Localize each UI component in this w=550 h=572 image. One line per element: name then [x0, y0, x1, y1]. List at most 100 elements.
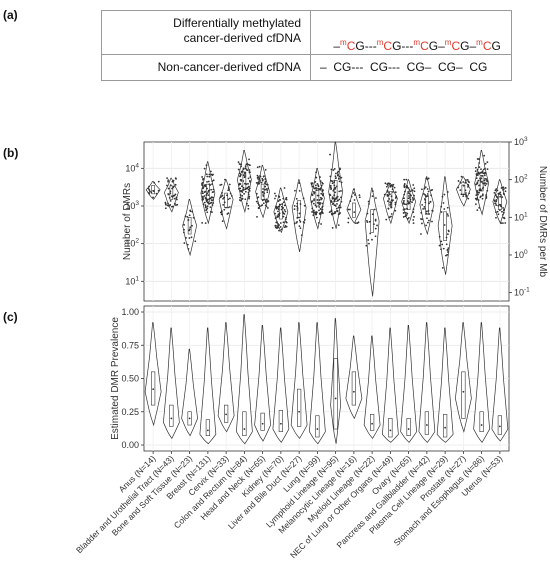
point-b: [338, 198, 341, 201]
point-b: [261, 199, 264, 202]
point-b: [219, 184, 222, 186]
point-b: [337, 224, 340, 227]
point-b: [385, 185, 388, 188]
point-b: [243, 172, 246, 175]
point-b: [167, 179, 170, 182]
point-b: [203, 201, 206, 204]
point-b: [340, 190, 342, 192]
point-b: [481, 194, 484, 197]
point-b: [183, 242, 186, 244]
point-b: [408, 188, 411, 191]
point-b: [403, 186, 406, 189]
point-b: [247, 182, 249, 185]
point-b: [347, 208, 350, 211]
point-b: [319, 208, 322, 210]
point-b: [149, 190, 151, 193]
seq-dash: ---: [401, 39, 414, 53]
point-b: [282, 197, 285, 200]
point-b: [334, 205, 337, 207]
point-b: [429, 201, 432, 203]
point-b: [402, 197, 405, 200]
point-b: [201, 176, 204, 178]
point-b: [334, 175, 337, 178]
point-b: [501, 196, 504, 199]
point-b: [303, 221, 306, 224]
violin-c: [473, 322, 490, 443]
ytick-label-b-right: 102: [514, 174, 528, 185]
point-b: [501, 210, 503, 213]
point-b: [201, 192, 204, 195]
point-b: [245, 183, 248, 186]
point-b: [440, 240, 443, 243]
point-b: [249, 176, 252, 178]
point-b: [204, 222, 207, 225]
point-b: [256, 176, 259, 179]
point-b: [312, 190, 315, 193]
point-b: [446, 253, 449, 256]
point-b: [316, 201, 319, 204]
point-b: [167, 180, 170, 183]
point-b: [411, 201, 413, 204]
seq-g: G: [392, 39, 402, 53]
violin-c: [163, 327, 180, 440]
point-b: [447, 214, 449, 217]
median-c: [425, 424, 428, 426]
point-b: [443, 208, 446, 210]
point-b: [318, 203, 321, 206]
point-b: [244, 165, 247, 168]
violin-c: [181, 348, 198, 437]
point-b: [315, 176, 318, 179]
point-b: [427, 210, 430, 212]
point-b: [446, 206, 449, 209]
point-b: [266, 207, 269, 209]
point-b: [283, 226, 286, 229]
point-b: [248, 195, 251, 198]
box-c: [461, 371, 466, 419]
point-b: [241, 194, 244, 197]
point-b: [394, 191, 397, 194]
point-b: [296, 209, 299, 211]
point-b: [157, 180, 160, 183]
point-b: [260, 181, 263, 184]
point-b: [248, 197, 250, 200]
point-b: [208, 198, 211, 200]
point-b: [412, 198, 415, 201]
point-b: [245, 163, 248, 166]
point-b: [317, 222, 320, 224]
point-b: [205, 199, 208, 202]
point-b: [239, 196, 242, 199]
box-c: [497, 415, 502, 435]
point-b: [257, 183, 259, 185]
point-b: [404, 214, 407, 217]
point-b: [202, 178, 204, 181]
point-b: [479, 188, 481, 190]
point-b: [209, 206, 212, 209]
point-b: [339, 212, 342, 214]
point-b: [211, 183, 213, 186]
point-b: [243, 182, 246, 185]
point-b: [318, 212, 321, 215]
point-b: [498, 209, 501, 211]
point-b: [256, 166, 259, 169]
violin-c: [418, 322, 436, 443]
point-b: [394, 197, 397, 199]
point-b: [407, 187, 410, 190]
point-b: [169, 184, 172, 187]
point-b: [310, 183, 313, 186]
point-b: [222, 203, 225, 206]
point-b: [349, 208, 351, 211]
point-b: [230, 195, 233, 197]
median-c: [389, 429, 392, 432]
point-b: [475, 194, 478, 197]
point-b: [265, 205, 268, 208]
point-b: [202, 203, 205, 205]
point-b: [484, 167, 486, 170]
point-b: [428, 213, 431, 215]
point-b: [476, 158, 479, 160]
point-b: [337, 170, 340, 173]
point-b: [315, 171, 318, 174]
meth-mark: m: [444, 38, 452, 47]
point-b: [503, 217, 506, 220]
point-b: [221, 192, 223, 194]
